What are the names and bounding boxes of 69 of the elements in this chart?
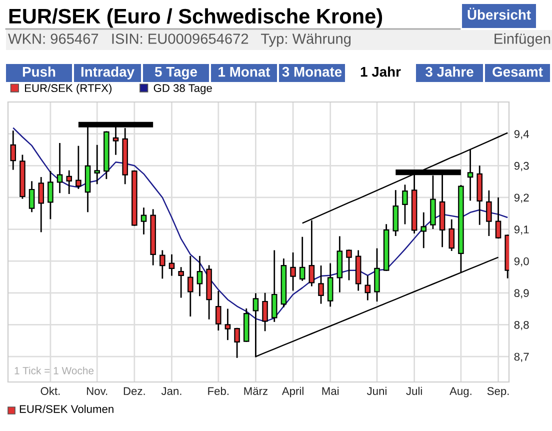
candlestick (56, 142, 63, 194)
y-tick-label: 8,8 (514, 320, 529, 330)
candlestick (94, 144, 100, 184)
y-tick-label: 9,0 (514, 257, 529, 267)
legend-label: GD 38 Tage (154, 84, 212, 94)
candlestick (234, 328, 240, 358)
x-tick-label: Feb. (208, 386, 228, 396)
text: Push (22, 66, 56, 77)
x-tick-label: Juni (366, 386, 386, 396)
y-tick-label: 9,1 (514, 226, 529, 235)
x-tick-label: Okt. (40, 386, 60, 396)
y-tick-label: 9,3 (514, 162, 529, 172)
y-tick-label: 9,2 (514, 194, 529, 203)
candlestick (420, 212, 427, 248)
text: 1 Monat (218, 67, 270, 77)
text: Übersicht (468, 8, 531, 20)
line-series (12, 127, 508, 322)
x-tick-label: März (244, 387, 268, 396)
x-tick-label: Juli (406, 386, 422, 396)
text: 3 Jahre (426, 66, 474, 77)
text: 5 Tage (154, 66, 198, 80)
x-tick-label: Nov. (86, 387, 108, 396)
x-tick-label: Sep. (487, 387, 509, 398)
candlestick (215, 290, 222, 331)
candlestick (66, 170, 72, 194)
candlestick (188, 256, 194, 317)
text: 3 Monate (282, 66, 342, 77)
candlestick (28, 181, 35, 212)
candlestick (346, 250, 352, 280)
chart-subtitle: WKN: 965467 ISIN: EU0009654672 Typ: Währung (8, 33, 351, 47)
candlestick (262, 292, 268, 332)
candlestick (299, 236, 306, 281)
text: Einfügen (494, 33, 550, 47)
candlestick (467, 149, 474, 201)
x-tick-label: Mai (322, 386, 339, 396)
candlestick (48, 170, 54, 220)
candlestick (178, 267, 184, 298)
candlestick (168, 254, 175, 276)
candlestick (224, 308, 231, 340)
candlestick (160, 250, 166, 279)
text: Intraday (81, 66, 134, 80)
annotation: 1 Tick = 1 Woche (14, 366, 94, 374)
candlestick (448, 219, 455, 251)
candlestick (271, 250, 278, 322)
candlestick (10, 130, 16, 170)
y-tick-label: 9,4 (514, 130, 529, 140)
candlestick (318, 265, 324, 304)
text: 1 Jahr (360, 66, 401, 77)
candlestick (140, 208, 147, 234)
candlestick (76, 146, 82, 189)
x-tick-label: April (282, 386, 304, 398)
candlestick (402, 184, 408, 224)
candlestick (290, 252, 296, 291)
legend-label: EUR/SEK (RTFX) (25, 84, 112, 94)
candlestick (486, 190, 492, 236)
candlestick (374, 248, 380, 302)
chart-title: EUR/SEK (Euro / Schwedische Krone) (9, 8, 382, 28)
candlestick (38, 177, 44, 232)
y-tick-label: 8,7 (514, 352, 529, 362)
y-tick-label: 8,9 (514, 289, 529, 298)
text: EUR/SEK Volumen (20, 404, 114, 413)
candlestick (495, 197, 502, 239)
x-tick-label: Aug. (450, 387, 472, 398)
x-tick-label: Dez. (124, 387, 145, 396)
candlestick (364, 276, 371, 300)
x-tick-label: Jan. (161, 387, 182, 396)
candlestick (327, 263, 334, 307)
candlestick (196, 256, 203, 296)
text: Gesamt (492, 66, 543, 77)
